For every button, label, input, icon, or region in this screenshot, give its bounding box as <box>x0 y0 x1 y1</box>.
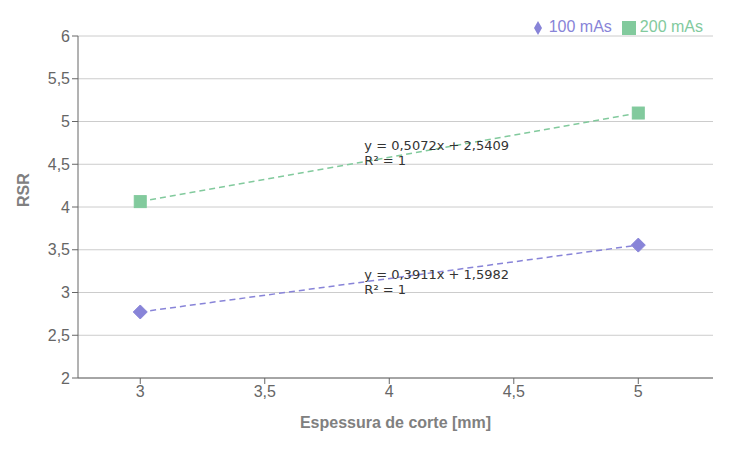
svg-text:6: 6 <box>61 28 70 45</box>
svg-text:y = 0,5072x + 2,5409R² = 1: y = 0,5072x + 2,5409R² = 1 <box>364 138 509 168</box>
svg-text:Espessura de corte [mm]: Espessura de corte [mm] <box>300 414 491 431</box>
svg-text:2: 2 <box>61 370 70 387</box>
svg-text:5: 5 <box>61 113 70 130</box>
svg-text:RSR: RSR <box>15 173 32 207</box>
html-text:100 mAs: 100 mAs <box>548 18 612 35</box>
svg-text:4,5: 4,5 <box>503 383 525 400</box>
svg-text:3,5: 3,5 <box>254 383 276 400</box>
svg-text:4: 4 <box>61 199 70 216</box>
svg-text:2,5: 2,5 <box>48 327 70 344</box>
svg-text:5,5: 5,5 <box>48 70 70 87</box>
svg-text:4,5: 4,5 <box>48 156 70 173</box>
svg-text:5: 5 <box>634 383 643 400</box>
html-text:200 mAs: 200 mAs <box>639 18 703 35</box>
svg-text:y = 0,3911x + 1,5982R² = 1: y = 0,3911x + 1,5982R² = 1 <box>364 266 509 296</box>
svg-text:4: 4 <box>385 383 394 400</box>
svg-text:3: 3 <box>136 383 145 400</box>
svg-text:3: 3 <box>61 284 70 301</box>
svg-text:3,5: 3,5 <box>48 241 70 258</box>
